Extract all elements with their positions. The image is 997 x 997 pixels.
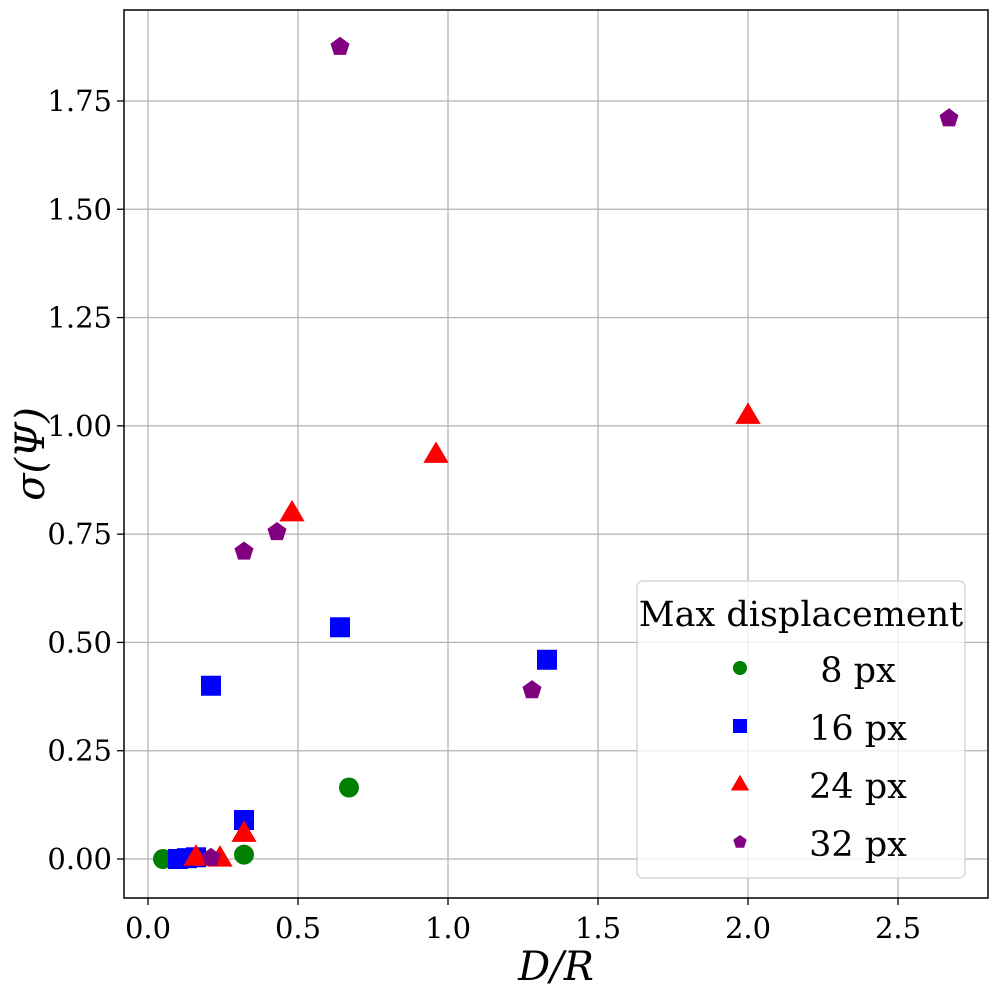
plot-area xyxy=(123,9,989,899)
y-axis-ticks: 0.00 0.25 0.50 0.75 1.00 1.25 1.50 1.75 xyxy=(47,84,124,876)
y-tick-label: 0.50 xyxy=(47,625,112,659)
y-tick-label: 1.00 xyxy=(47,409,112,443)
data-point xyxy=(939,108,959,127)
legend: Max displacement 8 px 16 px 24 px 32 px xyxy=(636,580,966,879)
x-tick-label: 0.5 xyxy=(275,911,321,945)
data-point xyxy=(234,844,254,865)
data-point xyxy=(330,36,350,55)
data-point xyxy=(537,649,557,670)
legend-title: Max displacement xyxy=(639,595,963,635)
y-tick-label: 0.00 xyxy=(47,842,112,876)
x-tick-label: 0.0 xyxy=(125,911,171,945)
x-tick-label: 2.0 xyxy=(725,911,771,945)
legend-label: 32 px xyxy=(809,825,907,865)
series-3 xyxy=(201,36,959,866)
x-axis-label: D/R xyxy=(517,944,594,990)
data-point xyxy=(267,522,287,541)
legend-marker xyxy=(730,774,750,791)
y-tick-label: 1.75 xyxy=(47,84,112,118)
x-axis-ticks: 0.0 0.5 1.0 1.5 2.0 2.5 xyxy=(125,898,921,945)
data-point xyxy=(339,777,359,798)
x-tick-label: 2.5 xyxy=(875,911,921,945)
legend-label: 24 px xyxy=(809,767,907,807)
y-tick-label: 0.75 xyxy=(47,517,112,551)
data-point xyxy=(279,499,305,522)
legend-marker xyxy=(733,835,747,848)
data-point xyxy=(423,441,449,463)
data-point xyxy=(234,541,254,560)
data-point xyxy=(330,617,350,638)
y-tick-label: 1.50 xyxy=(47,192,112,226)
y-axis-label: σ(Ψ) xyxy=(8,407,54,501)
data-point xyxy=(522,680,542,699)
data-point xyxy=(735,402,761,424)
y-tick-label: 1.25 xyxy=(47,301,112,335)
data-point xyxy=(201,675,221,696)
legend-frame xyxy=(636,580,966,879)
data-point xyxy=(234,810,254,831)
series-1 xyxy=(168,617,557,870)
data-point xyxy=(201,847,221,866)
legend-label: 8 px xyxy=(820,651,896,691)
y-tick-label: 0.25 xyxy=(47,734,112,768)
legend-marker xyxy=(733,661,747,675)
x-tick-label: 1.5 xyxy=(575,911,621,945)
data-points xyxy=(153,36,959,870)
legend-marker xyxy=(733,719,747,733)
data-point xyxy=(183,844,209,866)
grid xyxy=(124,10,988,898)
x-tick-label: 1.0 xyxy=(425,911,471,945)
data-point xyxy=(231,820,257,842)
legend-label: 16 px xyxy=(809,709,907,749)
